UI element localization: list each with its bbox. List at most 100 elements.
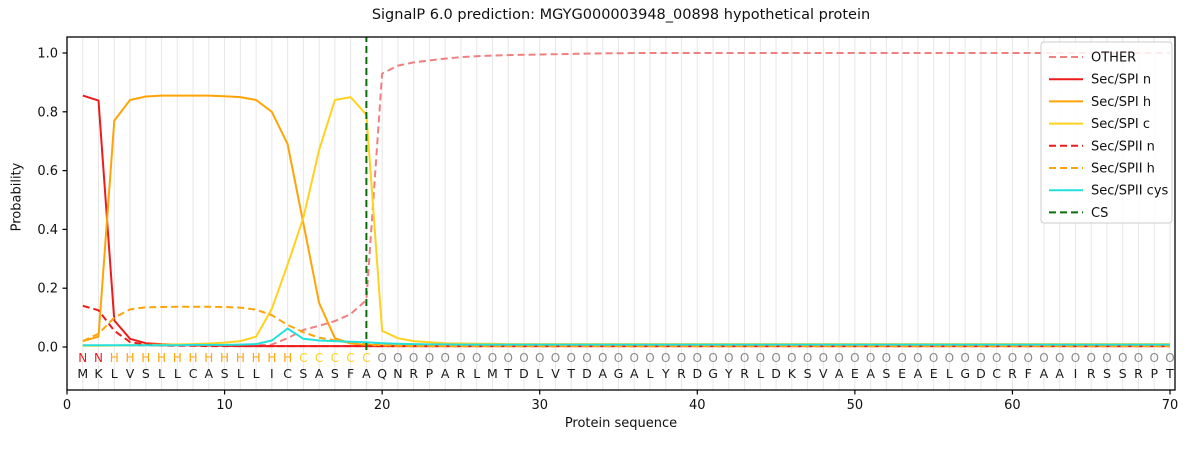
residue-letter: R [740,366,749,381]
residue-letter: E [851,366,859,381]
region-label: C [331,351,339,365]
residue-letter: N [393,366,402,381]
legend-item-cs: CS [1049,206,1108,221]
region-label: H [236,351,245,365]
region-label: O [897,351,906,365]
residue-letter: L [647,366,654,381]
legend-item-other: OTHER [1049,51,1136,66]
series-lines [82,52,1170,348]
y-tick-label: 1.0 [37,47,58,62]
region-label: O [850,351,859,365]
region-label: O [409,351,418,365]
gridlines [82,37,1171,390]
residue-letter: S [804,366,812,381]
residue-letter: C [992,366,1001,381]
region-label: C [362,351,370,365]
y-axis-label: Probability [9,162,25,232]
region-label: O [1008,351,1017,365]
region-label: O [740,351,749,365]
residue-letter: R [1087,366,1096,381]
residue-letter: S [142,366,150,381]
region-label: O [866,351,875,365]
region-label: O [1150,351,1159,365]
region-label: O [393,351,402,365]
region-label: O [677,351,686,365]
legend: OTHER Sec/SPI n Sec/SPI h Sec/SPI c Sec/SPII… [1040,41,1173,224]
y-tick-label: 0.0 [37,341,58,356]
region-label: O [724,351,733,365]
legend-item-sec-spii-n: Sec/SPII n [1049,139,1155,154]
residue-letter: V [819,366,828,381]
x-tick-label: 70 [1162,398,1179,413]
region-label: O [945,351,954,365]
region-label: O [976,351,985,365]
residue-letter: T [503,366,512,381]
residue-letter: L [111,366,118,381]
region-label: H [220,351,229,365]
region-label: O [1071,351,1080,365]
residue-letter: D [582,366,592,381]
y-axis-ticks: 0.0 0.2 0.4 0.6 0.8 1.0 [37,47,67,356]
series-line-sec-spii-h [82,305,1170,348]
region-label: O [929,351,938,365]
region-label: C [346,351,354,365]
legend-label: OTHER [1091,51,1136,66]
region-label: N [78,351,87,365]
legend-label: Sec/SPI c [1091,117,1150,132]
region-label: O [1134,351,1143,365]
residue-letter: A [598,366,607,381]
region-label: H [141,351,150,365]
residue-letter: K [94,366,103,381]
residue-letter: P [1150,366,1158,381]
residue-letter: G [708,366,718,381]
residue-letter: E [898,366,906,381]
legend-label: Sec/SPII n [1091,139,1155,154]
region-label: O [756,351,765,365]
residue-letter: D [771,366,781,381]
residue-letter: S [299,366,307,381]
legend-item-sec-spi-n: Sec/SPI n [1049,73,1151,88]
legend-item-sec-spi-c: Sec/SPI c [1049,117,1150,132]
x-axis-ticks: 0 10 20 30 40 50 60 70 [63,390,1178,413]
region-label: H [283,351,292,365]
residue-letter: R [1008,366,1017,381]
region-label: O [913,351,922,365]
region-label: O [1086,351,1095,365]
residue-letter: Y [724,366,733,381]
region-label: O [771,351,780,365]
x-tick-label: 40 [689,398,706,413]
region-label: H [204,351,213,365]
region-label: H [267,351,276,365]
residue-letter: L [757,366,764,381]
legend-label: CS [1091,206,1108,221]
residue-letter: A [914,366,923,381]
residue-letter: C [283,366,292,381]
region-label: O [488,351,497,365]
series-line-sec-spi-c [82,96,1170,347]
region-label: O [708,351,717,365]
region-label: O [567,351,576,365]
region-label: O [614,351,623,365]
series-line-other [82,52,1170,347]
residue-letter: S [331,366,339,381]
region-label: H [110,351,119,365]
region-label: O [425,351,434,365]
residue-letter: A [1040,366,1049,381]
residue-letter: M [77,366,88,381]
chart-title: SignalP 6.0 prediction: MGYG000003948_00… [371,7,871,23]
region-label: O [803,351,812,365]
residue-letter: L [946,366,953,381]
residue-letter: V [551,366,560,381]
legend-item-sec-spii-h: Sec/SPII h [1049,162,1155,177]
legend-label: Sec/SPI h [1091,95,1151,110]
x-tick-label: 30 [531,398,548,413]
residue-letter: Y [661,366,670,381]
region-label: O [1023,351,1032,365]
residue-letter: D [519,366,529,381]
residue-letter: E [930,366,938,381]
residue-letter: A [362,366,371,381]
residue-letter: A [1055,366,1064,381]
region-label: O [519,351,528,365]
legend-label: Sec/SPII h [1091,162,1155,177]
